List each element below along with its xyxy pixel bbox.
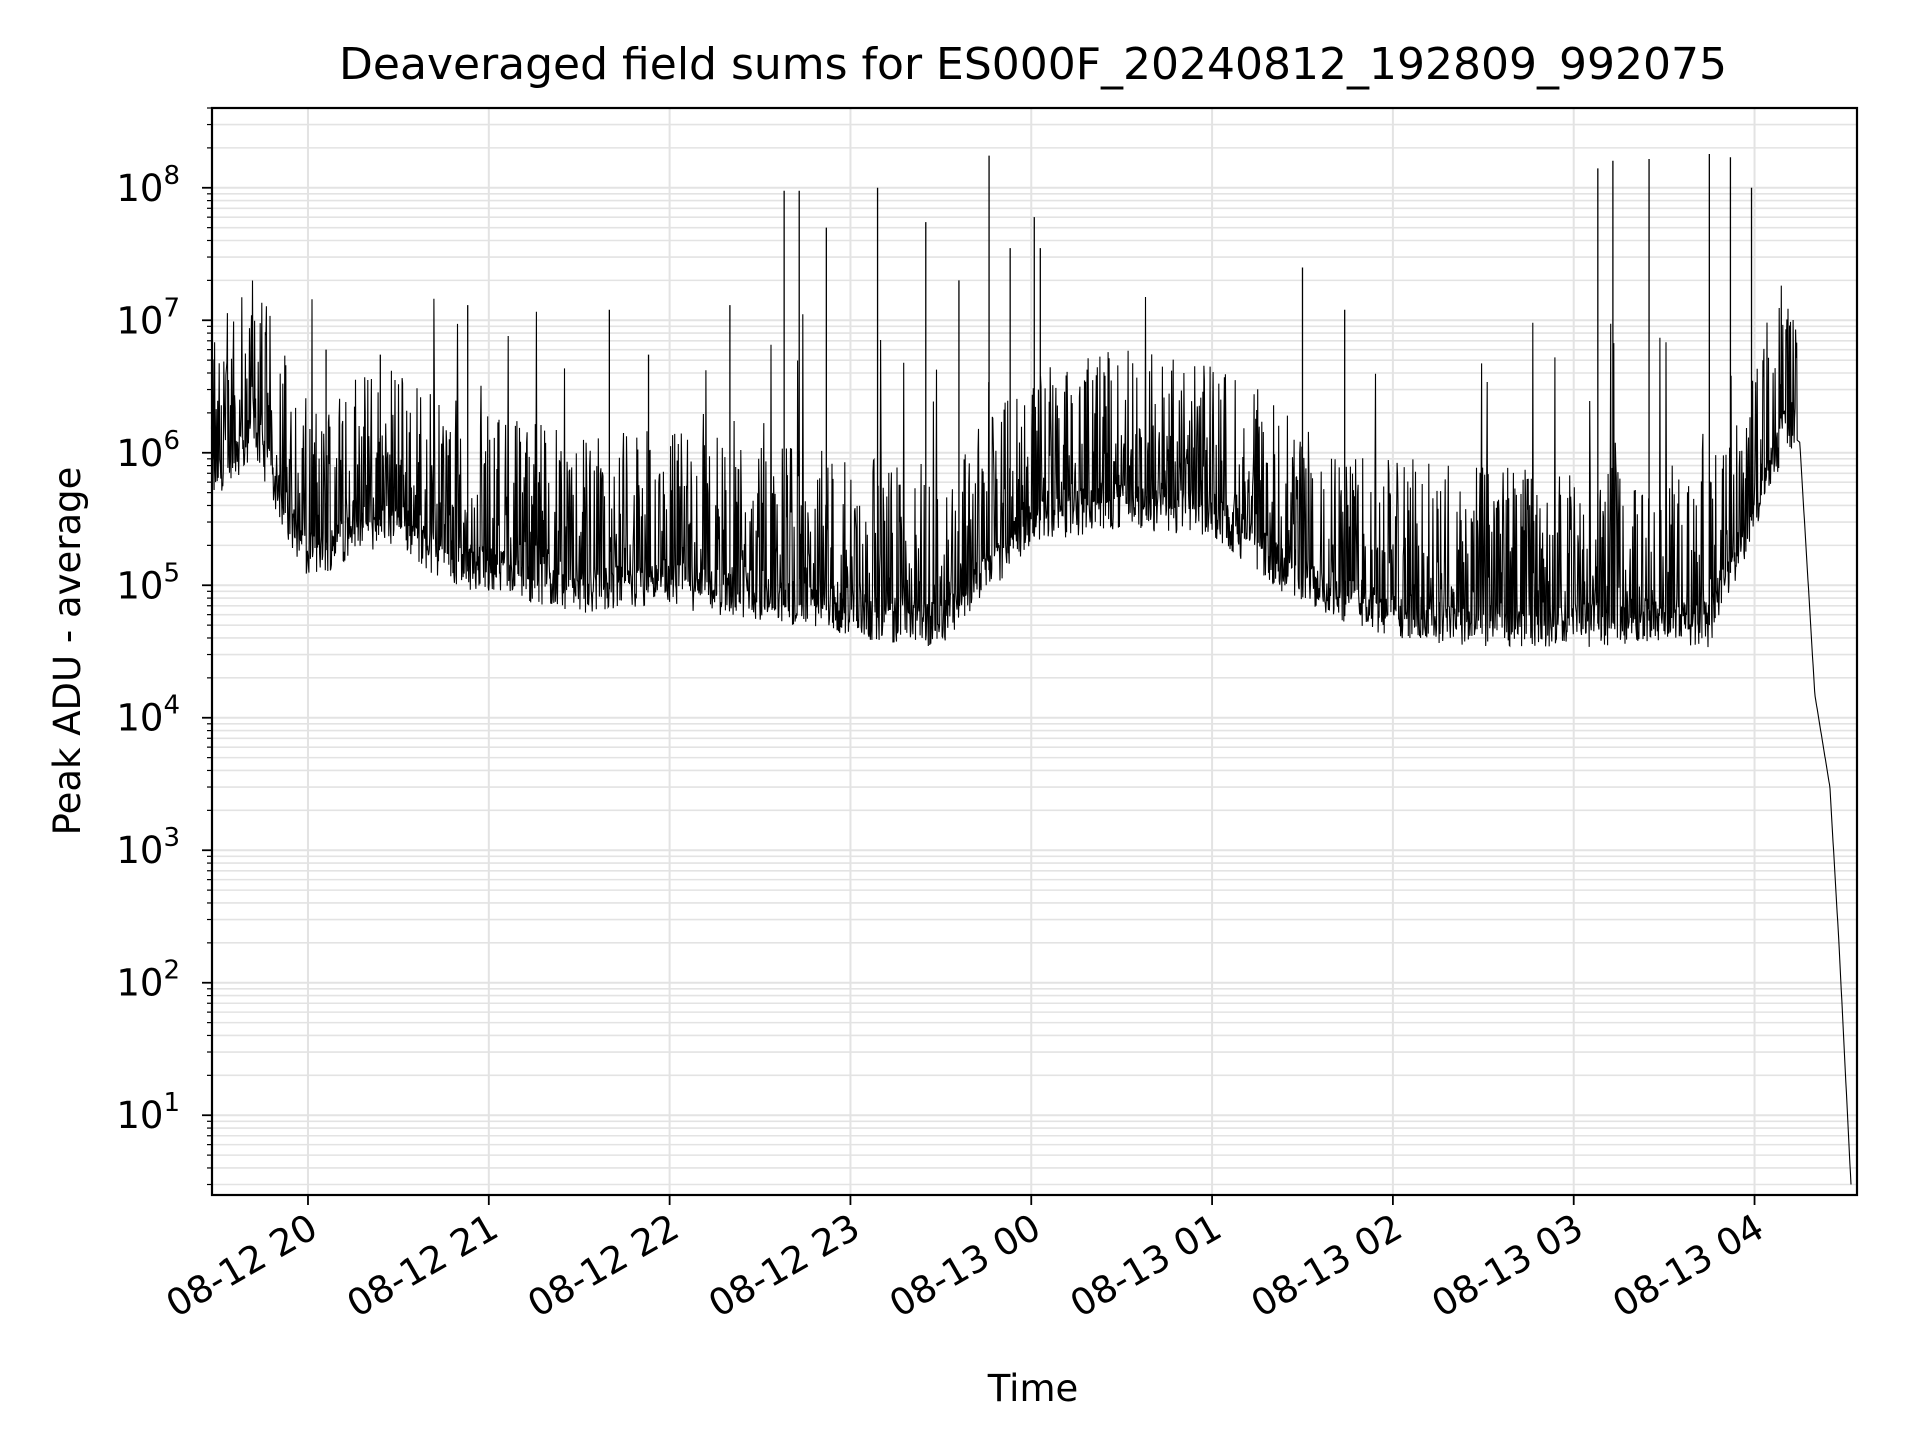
y-axis-label: Peak ADU - average: [46, 467, 89, 836]
series-polyline: [210, 280, 1852, 1185]
y-tick-label: 104: [116, 691, 180, 740]
y-tick-label: 106: [116, 426, 180, 475]
y-tick-label: 105: [116, 558, 180, 607]
chart-title: Deaveraged field sums for ES000F_2024081…: [339, 39, 1727, 90]
y-tick-label: 108: [116, 161, 180, 210]
y-tick-label: 102: [116, 956, 180, 1005]
plot-area-frame: [210, 106, 1859, 1197]
series-line: [210, 153, 1852, 1185]
y-tick-label: 103: [116, 823, 180, 872]
y-axis: 101 102 103 104 105 106 107 108: [116, 107, 212, 1186]
x-axis-label: Time: [987, 1367, 1079, 1410]
y-tick-label: 101: [116, 1088, 180, 1137]
y-tick-label: 107: [116, 293, 180, 342]
